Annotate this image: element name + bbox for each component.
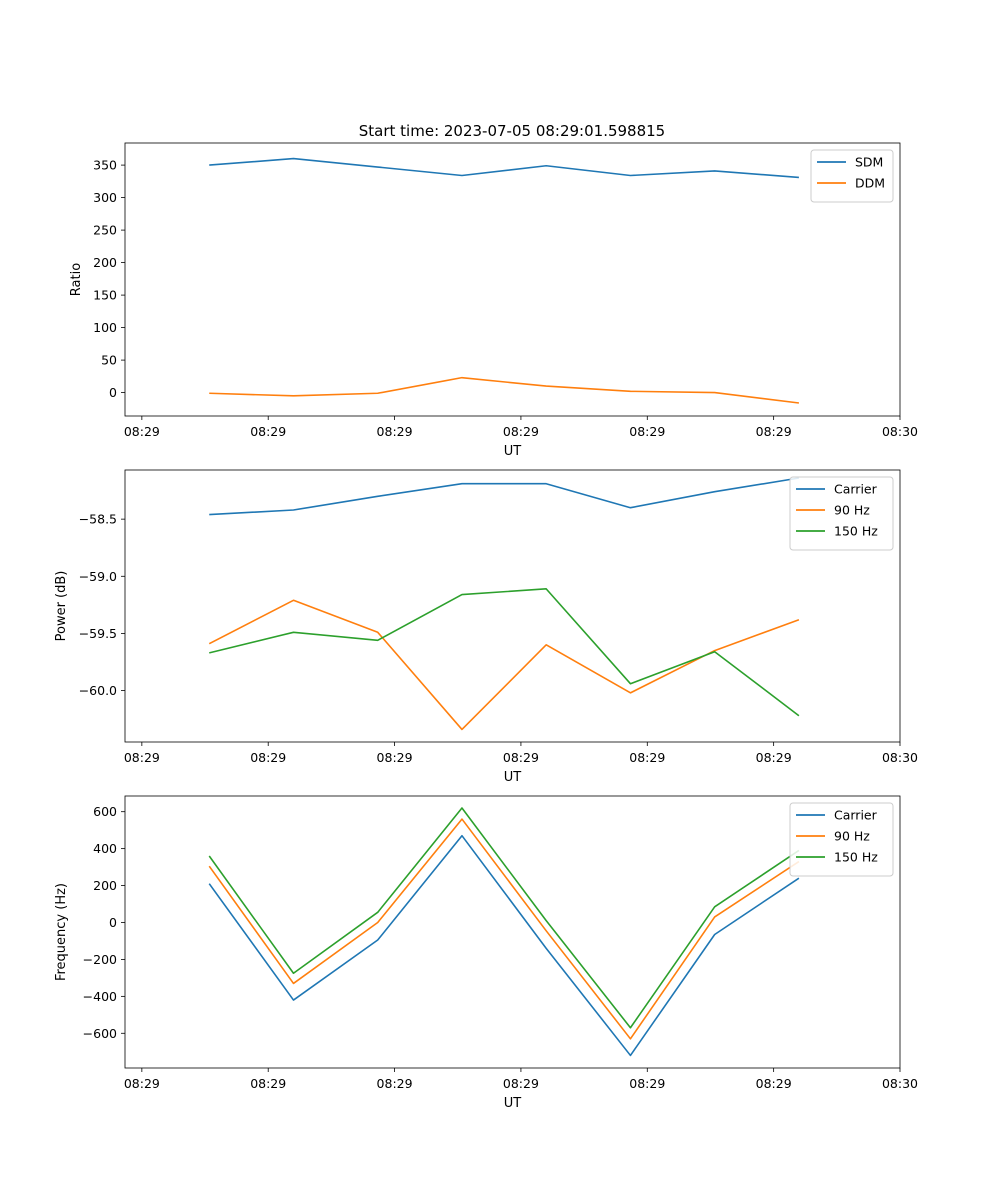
y-tick-label: 0 <box>109 915 117 930</box>
y-tick-label: −58.5 <box>79 512 117 527</box>
y-tick-label: 250 <box>93 223 117 238</box>
y-tick-label: −59.0 <box>79 569 117 584</box>
legend: Carrier 90 Hz 150 Hz <box>789 476 894 551</box>
panel-2: −58.5 −59.0 −59.5 −60.0 08:29 08:29 08:29 08:29… <box>54 469 918 785</box>
y-tick-label: 400 <box>93 841 117 856</box>
series-line-150-hz <box>209 588 800 717</box>
x-tick-label: 08:29 <box>756 750 792 765</box>
panel-3: −600 −400 −200 0 200 400 600 08:29 08:29 08:29 08:… <box>54 795 918 1111</box>
series-line-carrier <box>209 477 800 516</box>
x-tick-label: 08:29 <box>250 1076 286 1091</box>
x-tick-label: 08:29 <box>756 1076 792 1091</box>
y-tick-label: −600 <box>83 1026 117 1041</box>
y-tick-label: 50 <box>101 353 117 368</box>
x-tick-label: 08:29 <box>250 750 286 765</box>
x-tick-label: 08:29 <box>124 424 160 439</box>
x-tick-label: 08:30 <box>882 750 918 765</box>
y-tick-label: 150 <box>93 288 117 303</box>
x-tick-label: 08:29 <box>503 750 539 765</box>
legend-frame <box>810 149 894 203</box>
legend-label: 150 Hz <box>834 850 878 865</box>
axes-frame <box>124 795 901 1069</box>
legend-label: DDM <box>855 176 885 191</box>
y-tick-label: 200 <box>93 878 117 893</box>
y-tick-label: −59.5 <box>79 626 117 641</box>
x-axis-label: UT <box>504 444 522 459</box>
y-tick-label: −400 <box>83 989 117 1004</box>
x-tick-label: 08:29 <box>629 424 665 439</box>
axes-frame <box>124 142 901 417</box>
legend-label: 90 Hz <box>834 829 870 844</box>
x-tick-label: 08:29 <box>377 424 413 439</box>
x-tick-label: 08:30 <box>882 1076 918 1091</box>
legend-label: 90 Hz <box>834 503 870 518</box>
x-tick-label: 08:29 <box>377 1076 413 1091</box>
axes-frame <box>124 469 901 743</box>
y-tick-label: −60.0 <box>79 683 117 698</box>
x-tick-label: 08:29 <box>756 424 792 439</box>
legend-label: SDM <box>855 155 883 170</box>
y-tick-label: −200 <box>83 952 117 967</box>
x-tick-label: 08:29 <box>377 750 413 765</box>
y-tick-label: 600 <box>93 804 117 819</box>
series-line-150-hz <box>208 807 800 1029</box>
series-line-sdm <box>209 157 799 179</box>
series-line-90-hz <box>208 818 800 1040</box>
legend-label: Carrier <box>834 808 878 823</box>
x-tick-label: 08:29 <box>124 750 160 765</box>
y-tick-label: 350 <box>93 158 117 173</box>
x-tick-label: 08:29 <box>250 424 286 439</box>
x-tick-label: 08:29 <box>629 750 665 765</box>
series-line-carrier <box>208 834 800 1057</box>
y-tick-label: 100 <box>93 320 117 335</box>
x-axis-label: UT <box>504 1096 522 1111</box>
x-tick-label: 08:29 <box>503 424 539 439</box>
x-tick-label: 08:29 <box>503 1076 539 1091</box>
legend: Carrier 90 Hz 150 Hz <box>789 802 894 877</box>
y-axis-label: Ratio <box>69 263 84 296</box>
y-axis-label: Frequency (Hz) <box>54 883 69 981</box>
y-tick-label: 300 <box>93 190 117 205</box>
panels: 0 50 100 150 200 250 300 350 08:29 08:29 08:29 08:2… <box>54 142 918 1111</box>
figure-title: Start time: 2023-07-05 08:29:01.598815 <box>359 122 665 140</box>
legend: SDM DDM <box>810 149 894 203</box>
y-tick-label: 0 <box>109 385 117 400</box>
legend-label: Carrier <box>834 482 878 497</box>
x-tick-label: 08:29 <box>629 1076 665 1091</box>
legend-label: 150 Hz <box>834 524 878 539</box>
x-axis-label: UT <box>504 770 522 785</box>
y-axis-label: Power (dB) <box>54 571 69 642</box>
x-tick-label: 08:30 <box>882 424 918 439</box>
series-line-ddm <box>209 376 800 404</box>
x-tick-label: 08:29 <box>124 1076 160 1091</box>
panel-1: 0 50 100 150 200 250 300 350 08:29 08:29 08:29 08:2… <box>69 142 918 459</box>
y-tick-label: 200 <box>93 255 117 270</box>
